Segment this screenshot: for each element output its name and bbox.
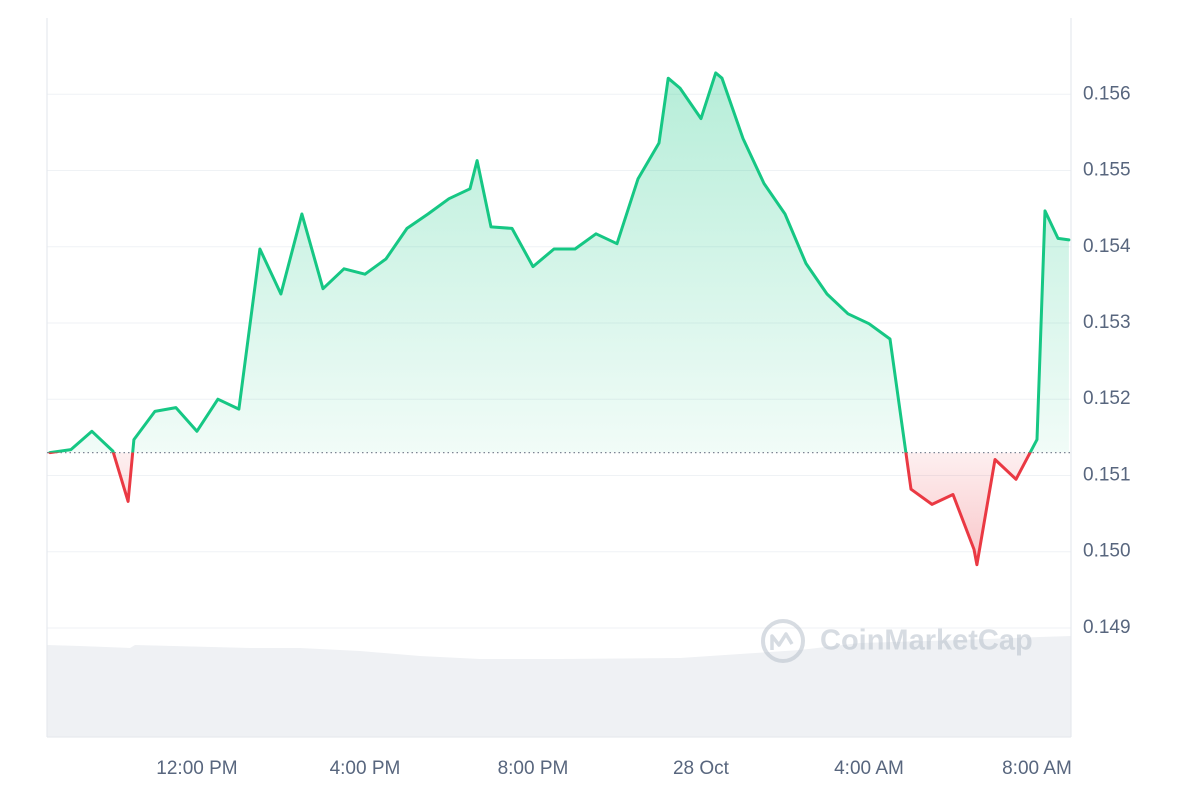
y-tick-label: 0.155: [1083, 160, 1131, 181]
watermark-logo-mark: [770, 632, 794, 650]
y-tick-label: 0.156: [1083, 83, 1131, 104]
volume-area: [47, 636, 1071, 737]
x-tick-label: 4:00 AM: [834, 758, 904, 779]
x-tick-label: 8:00 PM: [498, 758, 569, 779]
watermark-logo: [761, 619, 805, 663]
x-tick-label: 4:00 PM: [330, 758, 401, 779]
watermark: CoinMarketCap: [761, 619, 1033, 663]
x-tick-label: 8:00 AM: [1002, 758, 1072, 779]
y-tick-label: 0.150: [1083, 541, 1131, 562]
y-tick-label: 0.154: [1083, 236, 1131, 257]
y-tick-label: 0.152: [1083, 388, 1131, 409]
x-tick-label: 28 Oct: [673, 758, 730, 779]
area-fill: [49, 72, 1069, 565]
watermark-text: CoinMarketCap: [820, 625, 1033, 657]
x-tick-label: 12:00 PM: [156, 758, 237, 779]
y-tick-label: 0.149: [1083, 617, 1131, 638]
y-tick-label: 0.153: [1083, 312, 1131, 333]
price-line: [48, 71, 1071, 567]
y-tick-label: 0.151: [1083, 464, 1131, 485]
